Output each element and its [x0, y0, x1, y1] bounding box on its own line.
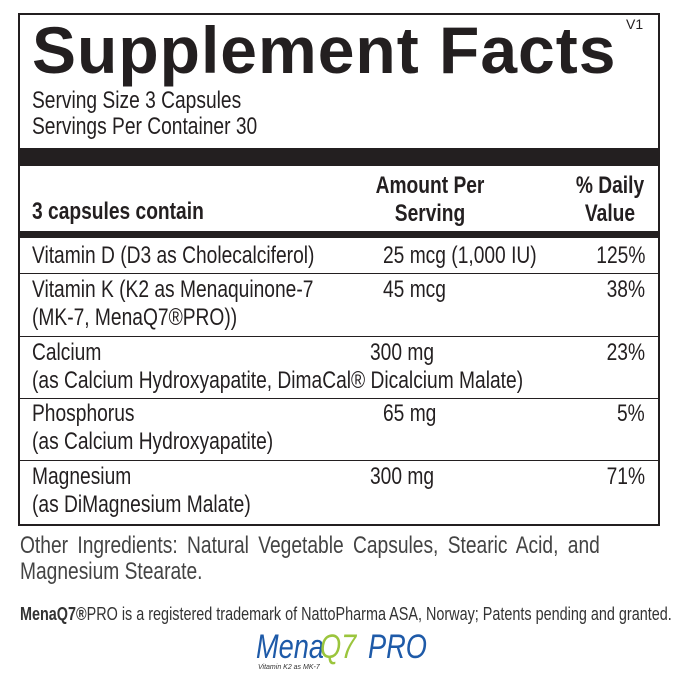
- header-divider: [20, 231, 658, 238]
- nutrient-dv: 5%: [617, 400, 645, 427]
- nutrient-dv: 125%: [595, 242, 645, 269]
- menaq7-pro-logo: Mena Q7 PRO Vitamin K2 as MK-7: [256, 628, 427, 673]
- other-ingredients-line2: Magnesium Stearate.: [20, 558, 203, 585]
- nutrient-name: Vitamin K (K2 as Menaquinone-7: [32, 276, 314, 303]
- nutrient-dv: 71%: [606, 463, 645, 490]
- nutrient-amount: 65 mg: [383, 400, 437, 427]
- logo-pro: PRO: [368, 628, 427, 666]
- servings-per-container: Servings Per Container 30: [32, 113, 258, 140]
- nutrient-amount: 300 mg: [370, 463, 435, 490]
- row-divider: [20, 273, 658, 274]
- header-daily-value: % Daily Value: [570, 172, 650, 228]
- header-dv-line1: % Daily: [575, 172, 645, 199]
- version-label: V1: [626, 16, 644, 32]
- header-amount-line2: Serving: [394, 200, 466, 227]
- nutrient-name: Calcium: [32, 339, 102, 366]
- logo-mena: Mena: [256, 628, 325, 666]
- serving-size: Serving Size 3 Capsules: [32, 87, 242, 114]
- header-dv-line2: Value: [584, 200, 636, 227]
- nutrient-dv: 23%: [606, 339, 645, 366]
- nutrient-amount: 25 mcg (1,000 IU): [383, 242, 537, 269]
- nutrient-source: (as Calcium Hydroxyapatite, DimaCal® Dic…: [32, 367, 524, 394]
- row-divider: [20, 336, 658, 337]
- header-amount-line1: Amount Per: [375, 172, 485, 199]
- logo-tagline: Vitamin K2 as MK-7: [258, 664, 320, 671]
- facts-panel-border: [18, 13, 660, 526]
- trademark-notice: MenaQ7®PRO is a registered trademark of …: [20, 604, 672, 625]
- nutrient-amount: 45 mcg: [383, 276, 446, 303]
- nutrient-name: Vitamin D (D3 as Cholecalciferol): [32, 242, 315, 269]
- nutrient-source: (MK-7, MenaQ7®PRO)): [32, 304, 238, 331]
- nutrient-amount: 300 mg: [370, 339, 435, 366]
- header-amount: Amount Per Serving: [366, 172, 494, 228]
- header-serving-contains: 3 capsules contain: [32, 198, 204, 225]
- logo-q7: Q7: [320, 628, 357, 666]
- nutrient-name: Magnesium: [32, 463, 132, 490]
- nutrient-source: (as DiMagnesium Malate): [32, 491, 251, 518]
- thick-divider: [20, 148, 658, 166]
- row-divider: [20, 460, 658, 461]
- trademark-text: PRO is a registered trademark of NattoPh…: [86, 604, 672, 624]
- nutrient-name: Phosphorus: [32, 400, 135, 427]
- row-divider: [20, 398, 658, 399]
- trademark-brand: MenaQ7®: [20, 604, 87, 624]
- panel-title: Supplement Facts: [32, 13, 617, 87]
- nutrient-source: (as Calcium Hydroxyapatite): [32, 428, 274, 455]
- other-ingredients-line1: Other Ingredients: Natural Vegetable Cap…: [20, 532, 600, 559]
- nutrient-dv: 38%: [606, 276, 645, 303]
